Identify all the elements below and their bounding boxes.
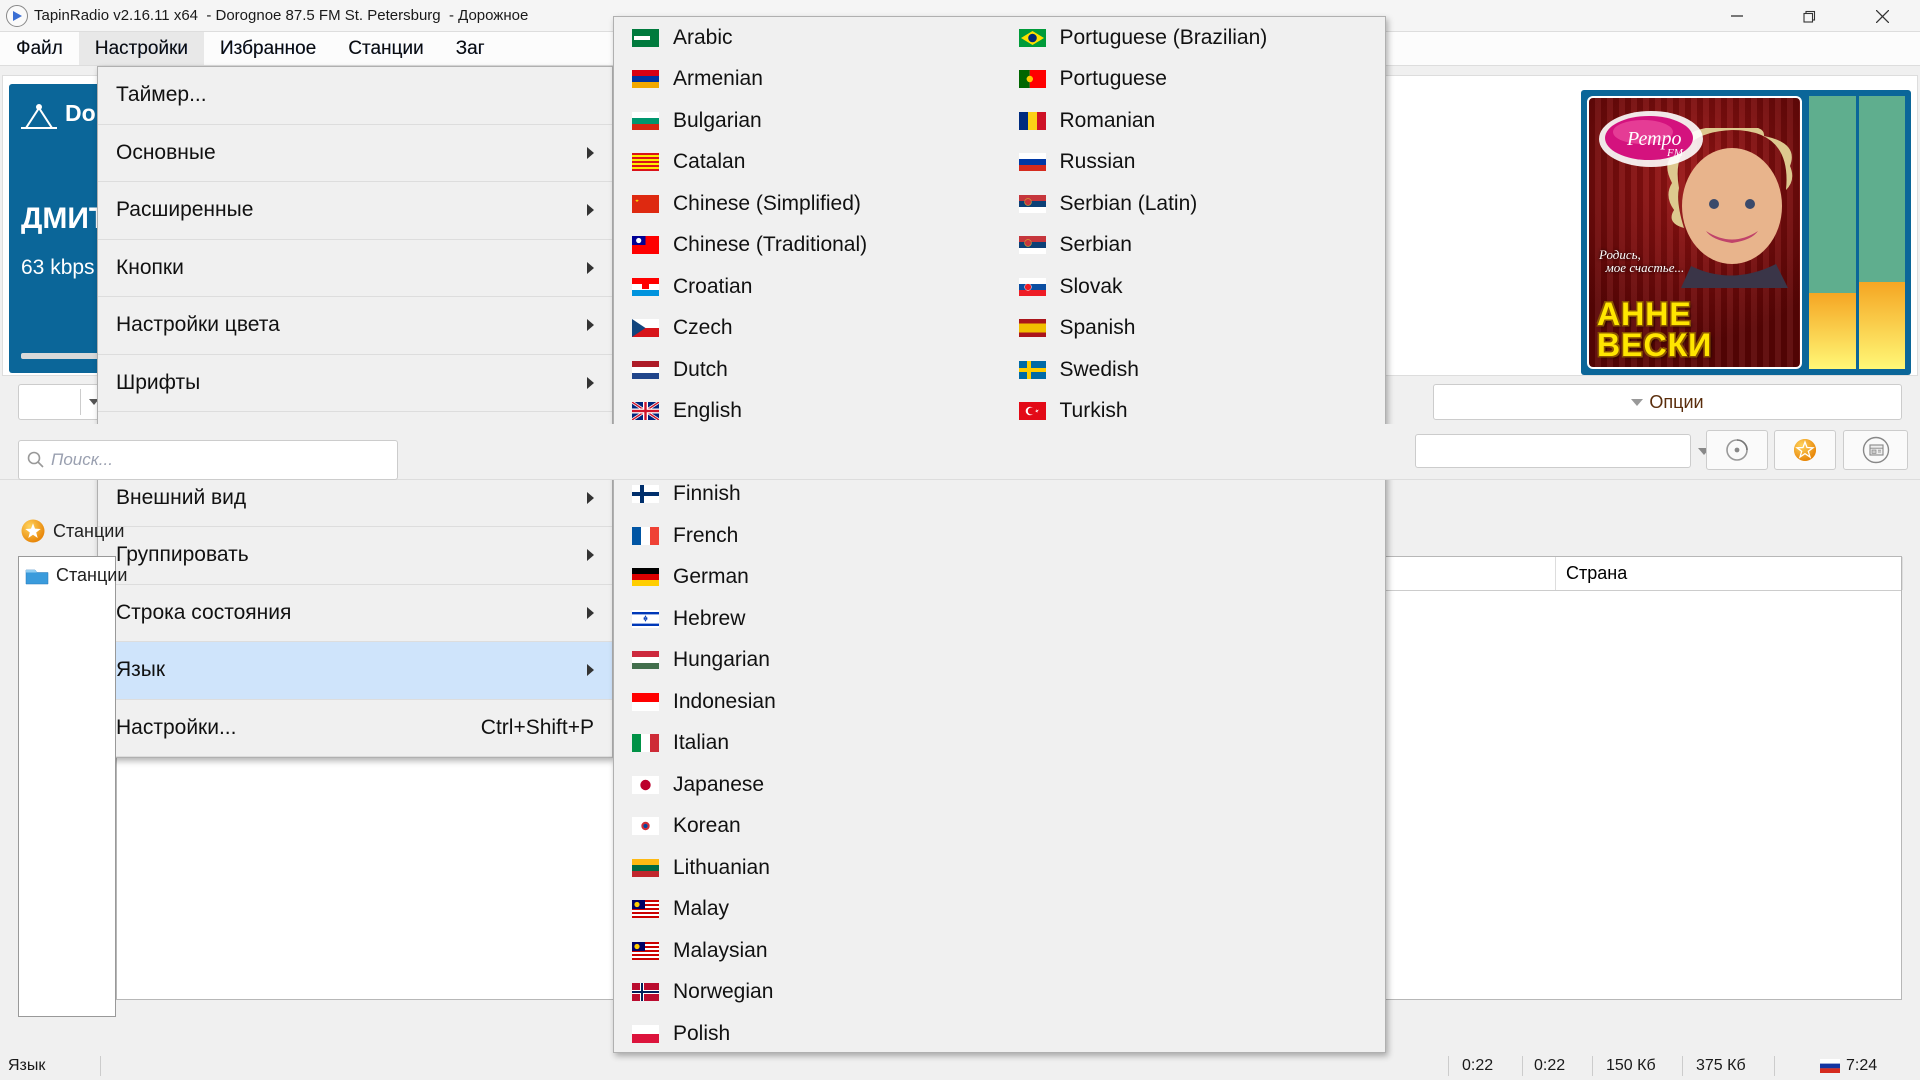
svg-text:FM: FM <box>1666 147 1684 159</box>
